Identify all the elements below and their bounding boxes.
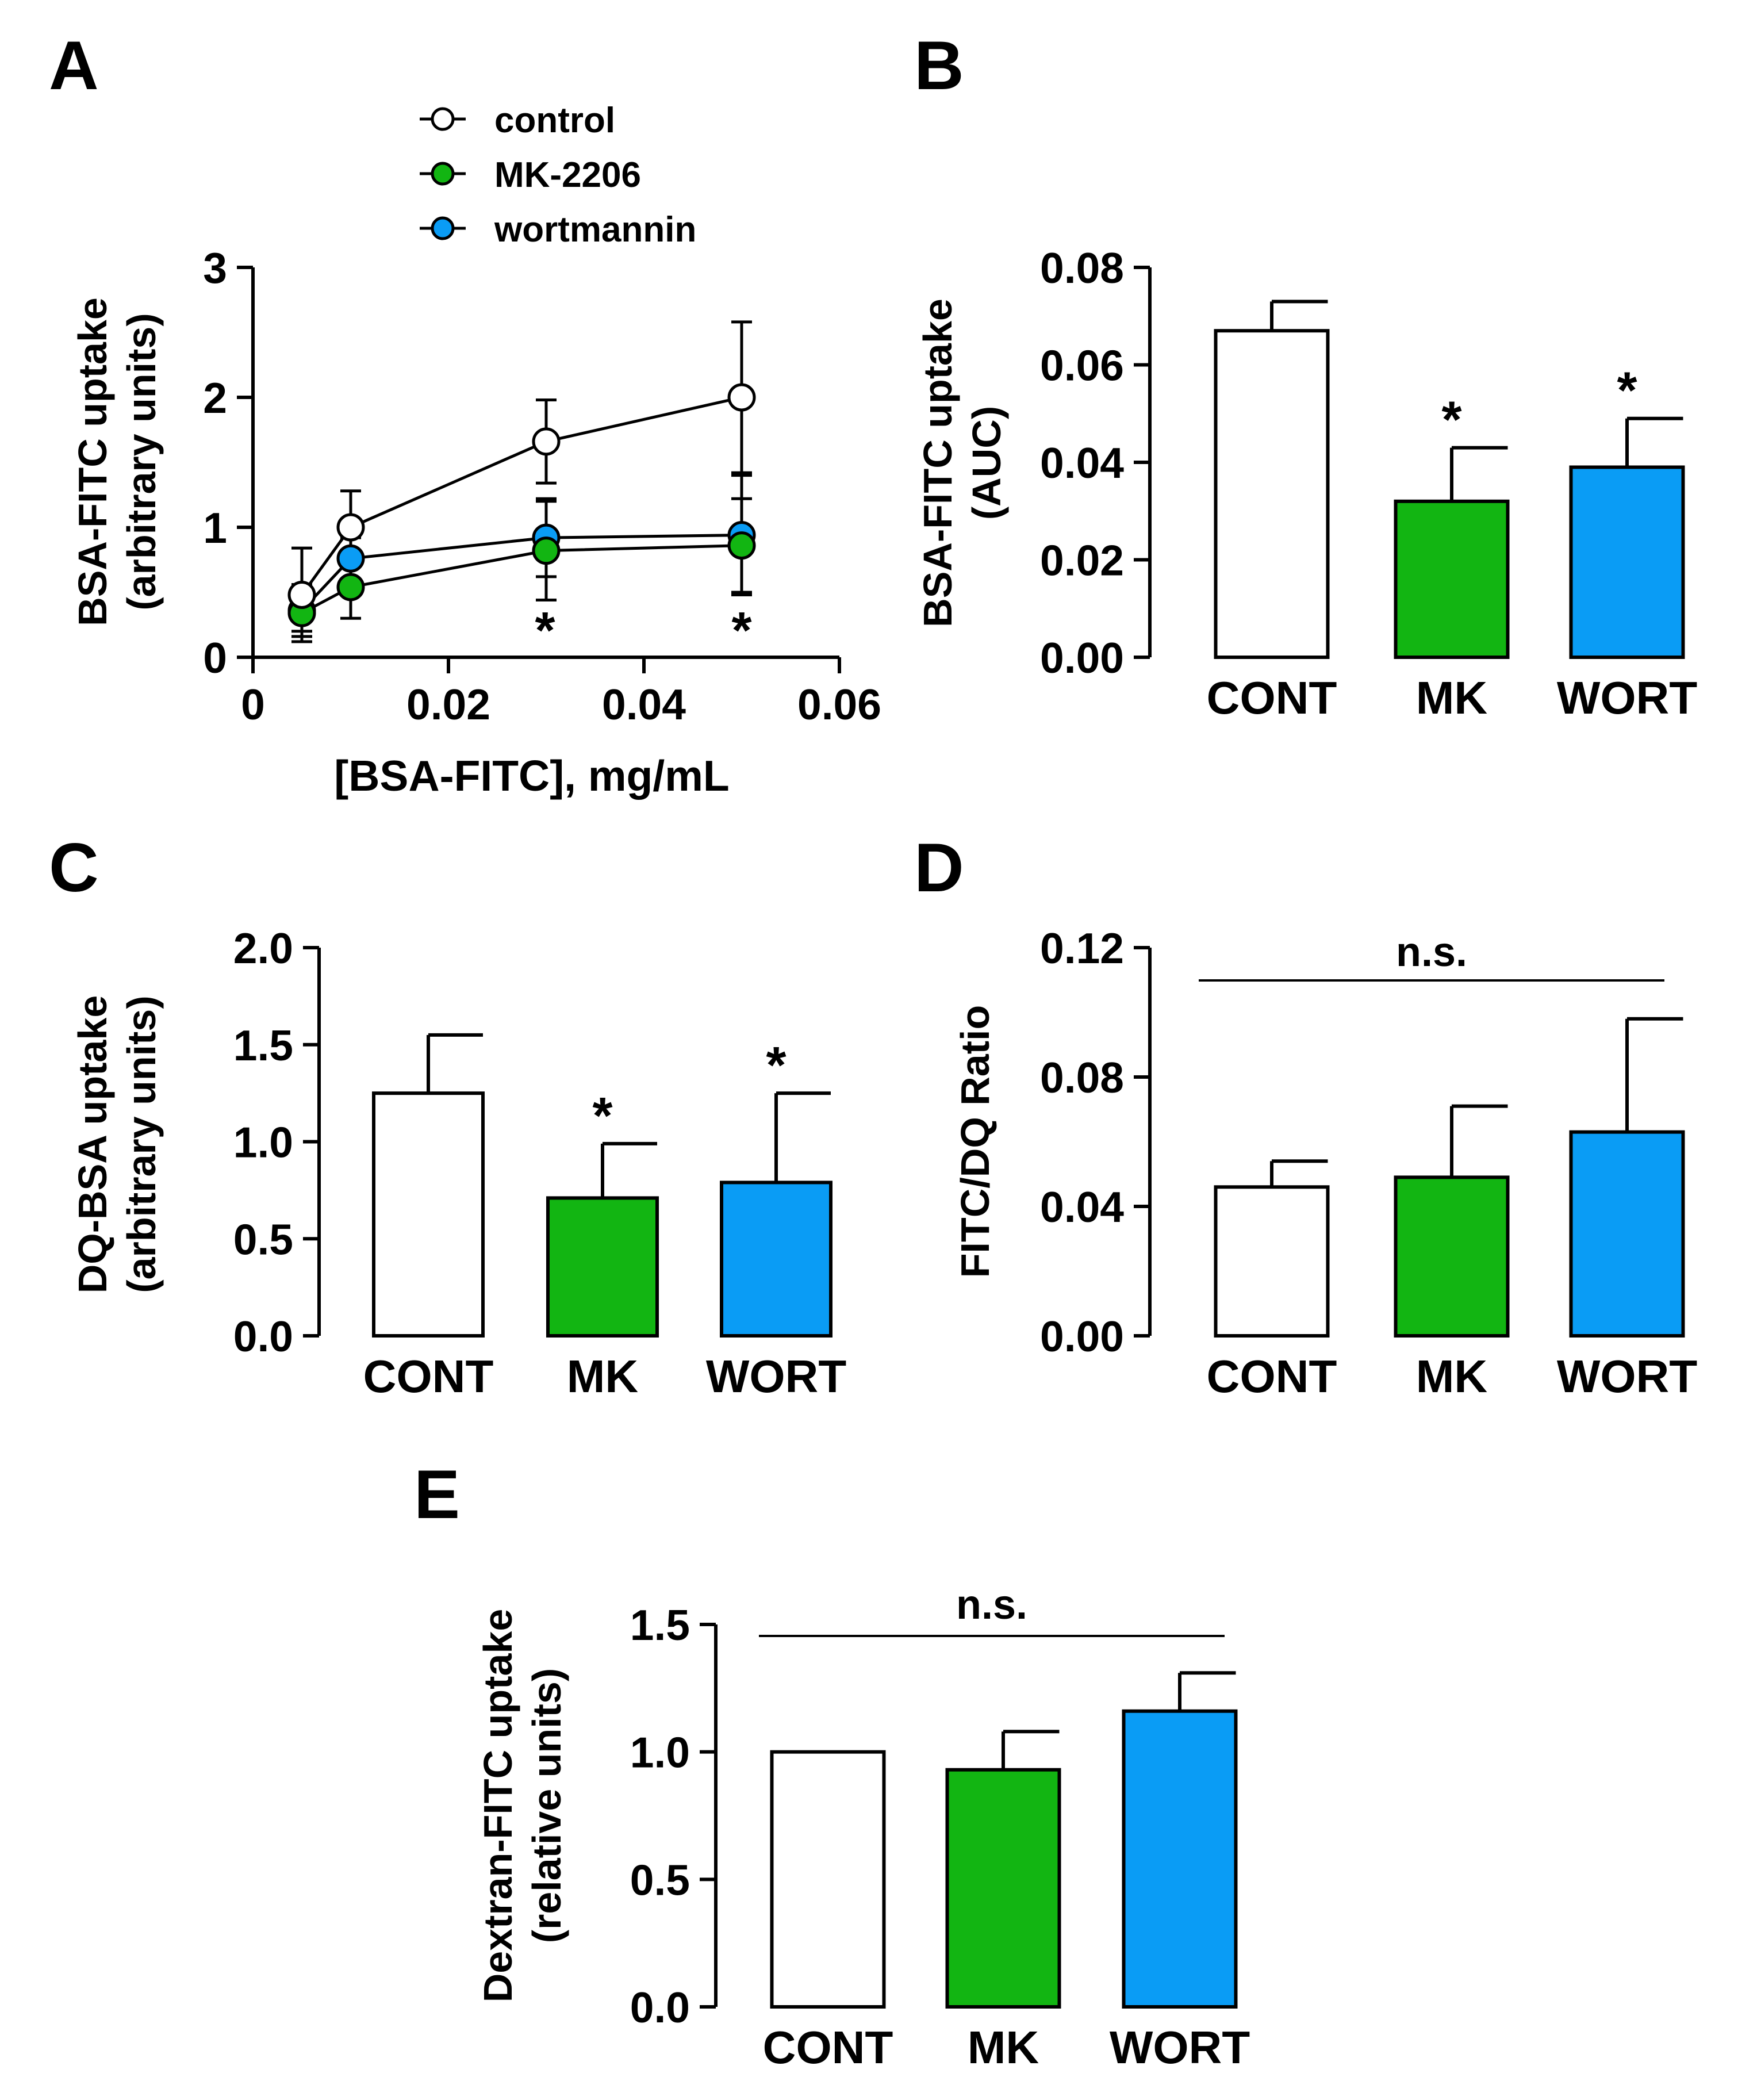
- panel-e-y-tick-label: 0.0: [630, 1983, 690, 2032]
- panel-label-d: D: [914, 829, 964, 906]
- panel-d-bar-wort: [1569, 1130, 1685, 1338]
- panel-d-x-label-mk: MK: [1416, 1351, 1488, 1402]
- panel-c-y-tick-label: 1.0: [233, 1118, 293, 1167]
- panel-a-line-control: [300, 396, 742, 596]
- panel-a-x-tick-label: 0.06: [797, 680, 881, 729]
- panel-e-bar-cont: [770, 1750, 886, 2009]
- significance-star-a1: *: [535, 602, 555, 660]
- panel-b-bar-cont: [1214, 329, 1330, 659]
- panel-b-y-tick-label: 0.00: [1040, 634, 1124, 682]
- panel-d-bar-chart: CONT MK WORT 0.00 0.04 0.08 0.12 FITC/DQ Ratio…: [953, 924, 1697, 1402]
- panel-a-y-tick-label: 1: [203, 504, 227, 552]
- panel-c-y-tick-label: 0.0: [233, 1312, 293, 1361]
- panel-a-line-wortmannin: [301, 534, 742, 612]
- panel-a-point-control: [532, 427, 561, 456]
- panel-d-bar-mk: [1394, 1175, 1510, 1338]
- panel-b-x-label-cont: CONT: [1207, 672, 1337, 723]
- panel-c-bar-chart: * * CONT MK WORT 0.0 0.5 1.0 1.5 2.0 DQ-BSA upta…: [70, 924, 846, 1402]
- panel-a-ylabel-line2: (arbitrary units): [119, 313, 164, 610]
- panel-a-x-tick-label: 0: [241, 680, 265, 729]
- panel-d-ylabel-line1: FITC/DQ Ratio: [953, 1005, 997, 1278]
- panel-b-bar-chart: * * CONT MK WORT 0.00 0.02 0.04 0.06 0.08 BSA-FI…: [915, 244, 1697, 723]
- panel-b-x-label-wort: WORT: [1557, 672, 1698, 723]
- legend-label-mk2206: MK-2206: [494, 155, 641, 195]
- panel-c-y-tick-label: 1.5: [233, 1021, 293, 1070]
- panel-label-c: C: [49, 829, 99, 906]
- panel-a-x-tick-label: 0.04: [602, 680, 686, 729]
- panel-e-bar-mk: [945, 1768, 1061, 2009]
- panel-a-y-tick-label: 0: [203, 634, 227, 682]
- panel-a-y-tick-label: 2: [203, 374, 227, 422]
- panel-e-x-label-wort: WORT: [1110, 2022, 1250, 2073]
- significance-star-a2: *: [731, 602, 751, 660]
- legend-marker-control: [431, 107, 455, 131]
- panel-c-significance-star: *: [766, 1037, 786, 1094]
- panel-e-bar-chart: CONT MK WORT 0.0 0.5 1.0 1.5 Dextran-FITC upta…: [475, 1582, 1250, 2073]
- panel-b-bar-mk: [1394, 499, 1510, 659]
- panel-label-b: B: [914, 27, 964, 104]
- panel-b-significance-star: *: [1441, 392, 1461, 449]
- panel-d-x-label-wort: WORT: [1557, 1351, 1698, 1402]
- panel-d-y-tick-label: 0.12: [1040, 924, 1124, 972]
- panel-e-y-tick-label: 0.5: [630, 1856, 690, 1904]
- legend-marker-mk2206: [431, 162, 455, 186]
- panel-e-y-tick-label: 1.0: [630, 1729, 690, 1777]
- panel-b-significance-star: *: [1617, 362, 1637, 420]
- panel-e-x-label-cont: CONT: [763, 2022, 893, 2073]
- panel-a-point-control: [336, 513, 365, 542]
- legend-label-control: control: [494, 101, 615, 140]
- panel-a-point-wortmannin: [336, 544, 365, 573]
- panel-c-significance-star: *: [592, 1087, 612, 1145]
- panel-c-x-label-wort: WORT: [706, 1351, 847, 1402]
- panel-a-point-control: [287, 581, 316, 610]
- panel-c-ylabel-line2: (arbitrary units): [119, 995, 164, 1293]
- panel-a-point-control: [727, 383, 756, 412]
- panel-label-a: A: [49, 27, 99, 104]
- panel-c-ylabel-line1: DQ-BSA uptake: [70, 995, 115, 1294]
- panel-c-y-tick-label: 0.5: [233, 1215, 293, 1263]
- panel-b-y-tick-label: 0.06: [1040, 342, 1124, 390]
- panel-b-y-tick-label: 0.02: [1040, 537, 1124, 585]
- panel-d-y-tick-label: 0.04: [1040, 1183, 1124, 1231]
- panel-a-line-chart: 0 0.02 0.04 0.06 0 1 2 3 BSA-FITC uptake (arbit…: [70, 101, 881, 800]
- panel-c-bar-mk: [546, 1196, 659, 1338]
- panel-e-x-label-mk: MK: [968, 2022, 1039, 2073]
- panel-c-x-label-cont: CONT: [363, 1351, 494, 1402]
- panel-label-e: E: [414, 1456, 460, 1533]
- panel-a-x-tick-label: 0.02: [406, 680, 490, 729]
- legend-marker-wortmannin: [431, 216, 455, 240]
- panel-b-y-tick-label: 0.08: [1040, 244, 1124, 292]
- panel-d-y-tick-label: 0.08: [1040, 1053, 1124, 1102]
- panel-c-x-label-mk: MK: [567, 1351, 639, 1402]
- panel-d-significance-label: n.s.: [1396, 929, 1467, 975]
- panel-b-x-label-mk: MK: [1416, 672, 1488, 723]
- panel-e-significance-label: n.s.: [956, 1582, 1027, 1628]
- legend-label-wortmannin: wortmannin: [494, 210, 696, 250]
- panel-c-bar-wort: [720, 1181, 832, 1338]
- panel-a-legend: control MK-2206 wortmannin: [420, 101, 696, 250]
- panel-e-ylabel-line1: Dextran-FITC uptake: [475, 1609, 520, 2003]
- panel-d-x-label-cont: CONT: [1207, 1351, 1337, 1402]
- panel-e-y-tick-label: 1.5: [630, 1601, 690, 1649]
- panel-a-ylabel-line1: BSA-FITC uptake: [70, 297, 115, 626]
- panel-d-y-tick-label: 0.00: [1040, 1312, 1124, 1361]
- panel-a-point-mk-2206: [532, 537, 561, 565]
- panel-c-bar-cont: [372, 1091, 485, 1338]
- panel-a-point-mk-2206: [727, 531, 756, 560]
- panel-d-bar-cont: [1214, 1185, 1330, 1338]
- panel-b-bar-wort: [1569, 465, 1685, 659]
- panel-c-y-tick-label: 2.0: [233, 924, 293, 972]
- panel-a-line-mk-2206: [301, 544, 742, 615]
- panel-a-y-tick-label: 3: [203, 244, 227, 292]
- panel-a-point-mk-2206: [336, 573, 365, 601]
- panel-b-ylabel-line1: BSA-FITC uptake: [915, 298, 960, 627]
- panel-b-y-tick-label: 0.04: [1040, 439, 1124, 487]
- panel-e-bar-wort: [1122, 1709, 1238, 2009]
- panel-e-ylabel-line2: (relative units): [524, 1668, 569, 1943]
- panel-a-xlabel: [BSA-FITC], mg/mL: [334, 752, 729, 800]
- panel-b-ylabel-line2: (AUC): [964, 406, 1009, 520]
